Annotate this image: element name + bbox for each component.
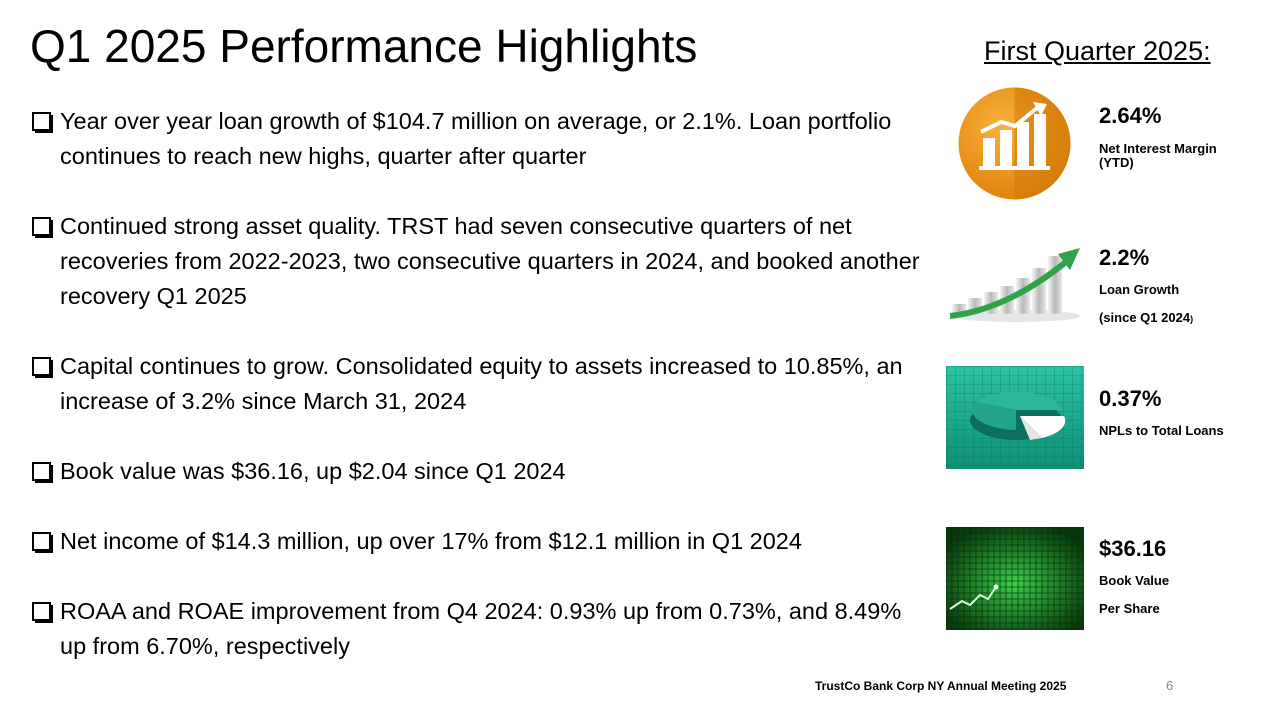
stat-label-sub: (since Q1 2024): [1099, 310, 1194, 325]
checkbox-bullet-icon: [32, 357, 53, 378]
bullet-item: Continued strong asset quality. TRST had…: [32, 209, 922, 314]
slide-title: Q1 2025 Performance Highlights: [30, 20, 698, 72]
stat-value: 2.2%: [1099, 245, 1150, 270]
bullet-text: Continued strong asset quality. TRST had…: [60, 213, 920, 309]
stat-loan-growth: 2.2% Loan Growth (since Q1 2024): [1099, 244, 1193, 333]
rising-bars-arrow-icon: [949, 248, 1080, 322]
bullet-text: Net income of $14.3 million, up over 17%…: [60, 528, 802, 554]
highlights-list: Year over year loan growth of $104.7 mil…: [32, 104, 922, 699]
stock-line-icon: [946, 527, 1084, 630]
stat-value: $36.16: [1099, 536, 1167, 561]
checkbox-bullet-icon: [32, 602, 53, 623]
checkbox-bullet-icon: [32, 217, 53, 238]
bullet-item: Net income of $14.3 million, up over 17%…: [32, 524, 922, 559]
checkbox-bullet-icon: [32, 462, 53, 483]
stat-label: Book Value: [1099, 573, 1170, 588]
side-header: First Quarter 2025:: [984, 36, 1211, 66]
bullet-item: Capital continues to grow. Consolidated …: [32, 349, 922, 419]
bullet-item: ROAA and ROAE improvement from Q4 2024: …: [32, 594, 922, 664]
stat-label: Net Interest Margin (YTD): [1099, 141, 1217, 170]
stat-net-interest-margin: 2.64% Net Interest Margin (YTD): [1099, 102, 1249, 170]
stat-npl-ratio: 0.37% NPLs to Total Loans: [1099, 385, 1224, 445]
stat-label-sub: Per Share: [1099, 601, 1160, 616]
bullet-text: Capital continues to grow. Consolidated …: [60, 353, 903, 414]
stat-book-value: $36.16 Book Value Per Share: [1099, 535, 1169, 623]
bullet-text: Year over year loan growth of $104.7 mil…: [60, 108, 892, 169]
stat-label: Loan Growth: [1099, 282, 1180, 297]
pie-chart-icon: [946, 366, 1084, 469]
bar-chart-growth-icon: [958, 87, 1071, 200]
footer-text: TrustCo Bank Corp NY Annual Meeting 2025: [815, 679, 1067, 693]
bullet-text: ROAA and ROAE improvement from Q4 2024: …: [60, 598, 902, 659]
checkbox-bullet-icon: [32, 112, 53, 133]
stat-label: NPLs to Total Loans: [1099, 423, 1224, 438]
stat-value: 0.37%: [1099, 386, 1162, 411]
checkbox-bullet-icon: [32, 532, 53, 553]
bullet-item: Year over year loan growth of $104.7 mil…: [32, 104, 922, 174]
bullet-text: Book value was $36.16, up $2.04 since Q1…: [60, 458, 566, 484]
page-number: 6: [1166, 678, 1174, 693]
bullet-item: Book value was $36.16, up $2.04 since Q1…: [32, 454, 922, 489]
stat-value: 2.64%: [1099, 103, 1162, 128]
